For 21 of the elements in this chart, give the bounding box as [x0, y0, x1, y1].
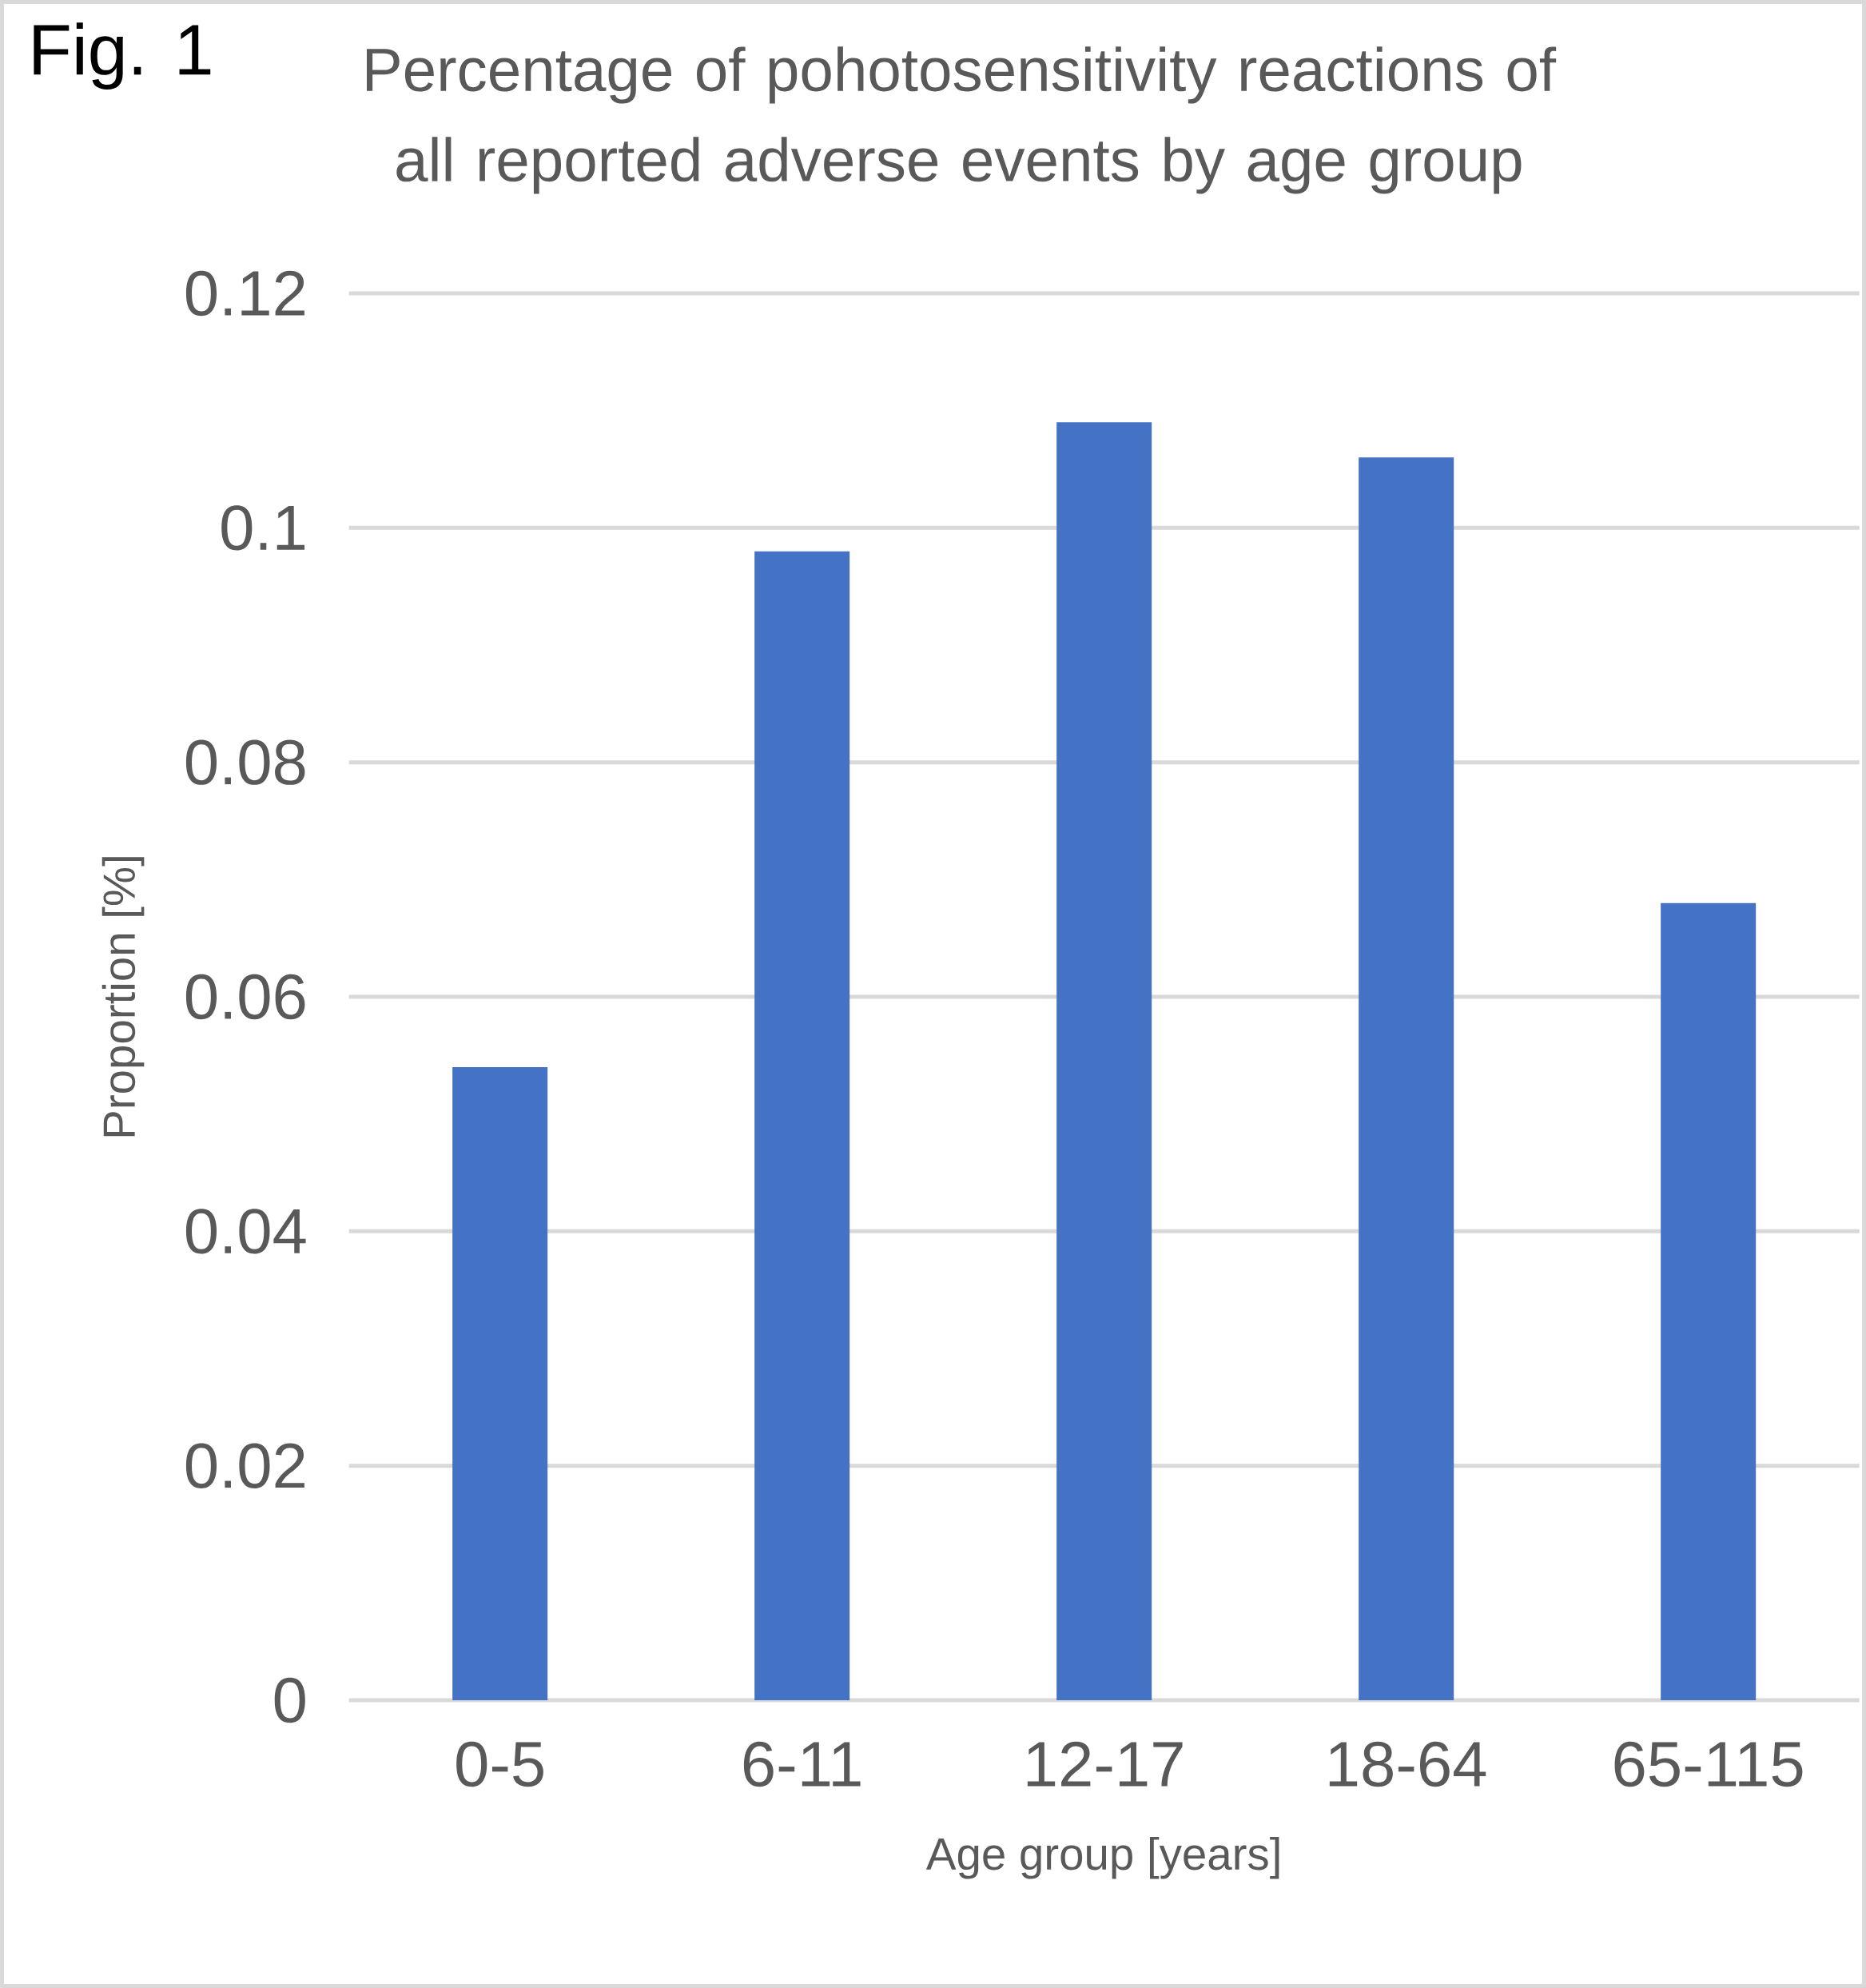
y-tick-label: 0.12 [185, 270, 304, 317]
y-tick-label: 0 [274, 1677, 305, 1723]
x-tick-label: 6-11 [743, 1741, 861, 1787]
chart-title: Percentage of pohotosensitivity reactions of all reported adverse events by age group [367, 46, 1557, 194]
x-tick-label: 18-64 [1329, 1741, 1486, 1787]
y-tick-label: 0.08 [185, 739, 305, 785]
caption: Fig. 1 [34, 22, 211, 90]
y-axis-title: Proportion [%] [101, 857, 145, 1137]
bar [754, 551, 850, 1701]
y-tick-label: 0.1 [221, 505, 305, 551]
x-tick-label: 12-17 [1027, 1741, 1183, 1787]
bar [1359, 457, 1454, 1701]
bar [1661, 902, 1757, 1701]
bar [1056, 422, 1152, 1701]
x-axis-title: Age group [years] [925, 1836, 1279, 1879]
y-tick-label: 0.06 [185, 974, 305, 1020]
x-tick-label: 65-115 [1614, 1741, 1803, 1787]
y-tick-label: 0.04 [185, 1209, 306, 1254]
x-tick-label: 0-5 [456, 1741, 543, 1787]
bar [452, 1066, 548, 1701]
y-tick-label: 0.02 [185, 1443, 304, 1488]
